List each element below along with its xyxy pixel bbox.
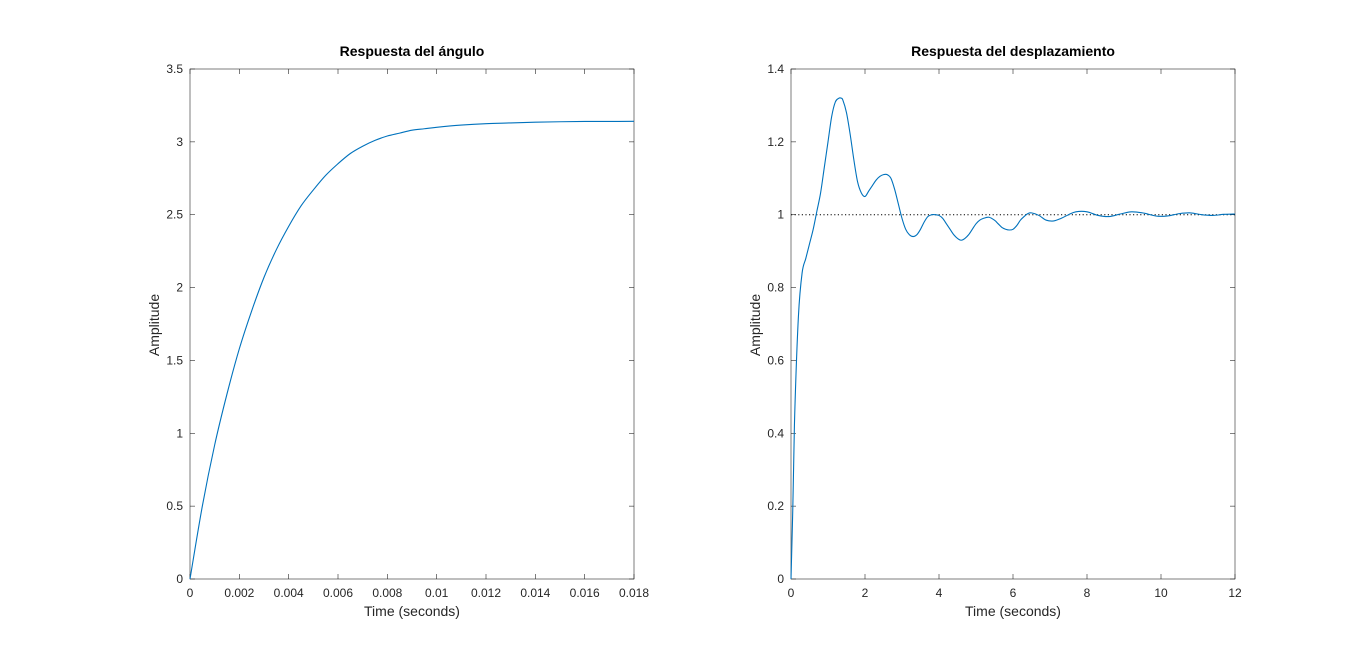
y-tick-label: 2 [176, 281, 183, 295]
x-tick-label: 0 [788, 586, 795, 600]
x-tick-label: 10 [1154, 586, 1168, 600]
y-tick-label: 1 [176, 426, 183, 440]
x-tick-label: 0.012 [471, 586, 501, 600]
y-tick-label: 1.2 [767, 135, 784, 149]
plot-area [790, 68, 1236, 580]
y-tick-label: 2.5 [166, 208, 183, 222]
y-tick-label: 1.4 [767, 62, 784, 76]
y-tick-label: 0.6 [767, 353, 784, 367]
y-tick-label: 3.5 [166, 62, 183, 76]
chart-title: Respuesta del ángulo [340, 43, 485, 59]
y-tick-label: 1.5 [166, 353, 183, 367]
y-tick-label: 1 [777, 208, 784, 222]
x-tick-label: 6 [1010, 586, 1017, 600]
y-tick-label: 0 [777, 572, 784, 586]
displacement-response-axes: Respuesta del desplazamiento Time (secon… [747, 43, 1242, 619]
x-tick-label: 0.004 [274, 586, 304, 600]
x-tick-label: 0.018 [619, 586, 649, 600]
x-tick-label: 8 [1084, 586, 1091, 600]
x-axis-label: Time (seconds) [965, 603, 1061, 619]
x-tick-label: 0 [187, 586, 194, 600]
x-tick-label: 0.008 [372, 586, 402, 600]
y-tick-label: 3 [176, 135, 183, 149]
x-tick-label: 4 [936, 586, 943, 600]
x-tick-label: 0.006 [323, 586, 353, 600]
x-tick-label: 0.016 [570, 586, 600, 600]
x-axis-label: Time (seconds) [364, 603, 460, 619]
y-axis-label: Amplitude [146, 294, 162, 356]
angle-response-axes: Respuesta del ángulo Time (seconds) Ampl… [146, 43, 649, 619]
y-axis-label: Amplitude [747, 294, 763, 356]
y-tick-label: 0.8 [767, 281, 784, 295]
y-tick-label: 0.4 [767, 426, 784, 440]
chart-title: Respuesta del desplazamiento [911, 43, 1115, 59]
x-tick-label: 0.002 [224, 586, 254, 600]
y-tick-label: 0.5 [166, 499, 183, 513]
x-tick-label: 0.014 [520, 586, 550, 600]
x-tick-label: 0.01 [425, 586, 449, 600]
response-line [790, 97, 1236, 580]
plot-area [189, 68, 635, 580]
y-tick-label: 0 [176, 572, 183, 586]
x-tick-label: 2 [862, 586, 869, 600]
y-tick-label: 0.2 [767, 499, 784, 513]
response-line [189, 120, 635, 580]
x-tick-label: 12 [1228, 586, 1242, 600]
